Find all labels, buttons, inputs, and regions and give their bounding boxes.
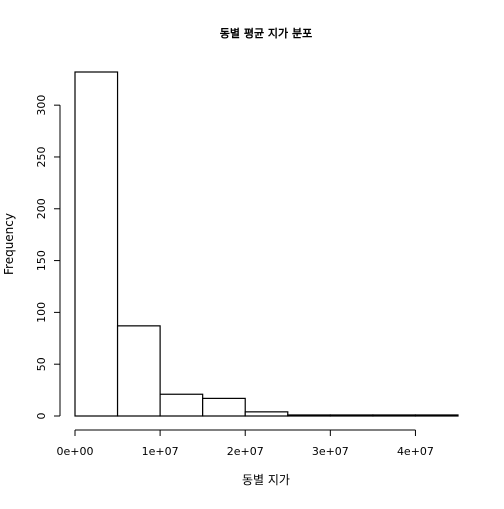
histogram-bar [372,414,417,417]
histogram-bar [159,393,204,417]
histogram-bar [329,414,374,417]
chart-title: 동별 평균 지가 분포 [220,26,312,40]
x-tick-label: 4e+07 [397,445,434,458]
x-tick-label: 1e+07 [142,445,179,458]
histogram-bar [287,414,331,417]
y-tick-label: 100 [35,302,48,323]
y-axis-label: Frequency [2,213,16,275]
x-tick-label: 0e+00 [57,445,94,458]
y-axis: 0 50 100 150 200 250 300 [35,95,61,420]
histogram-bar [116,325,161,417]
x-tick-label: 2e+07 [227,445,264,458]
y-tick-label: 200 [35,198,48,219]
histogram-bar [74,71,119,417]
y-tick-label: 50 [35,357,48,371]
histogram-bar [244,411,289,417]
x-tick-label: 3e+07 [312,445,349,458]
y-tick-label: 0 [35,413,48,420]
y-tick-label: 300 [35,95,48,116]
histogram-bar [414,414,459,417]
y-tick-label: 250 [35,146,48,167]
x-axis-label: 동별 지가 [242,473,290,487]
x-axis: 0e+00 1e+07 2e+07 3e+07 4e+07 [57,429,434,458]
bars-group [74,71,459,417]
histogram-bar [202,397,246,417]
y-tick-label: 150 [35,250,48,271]
